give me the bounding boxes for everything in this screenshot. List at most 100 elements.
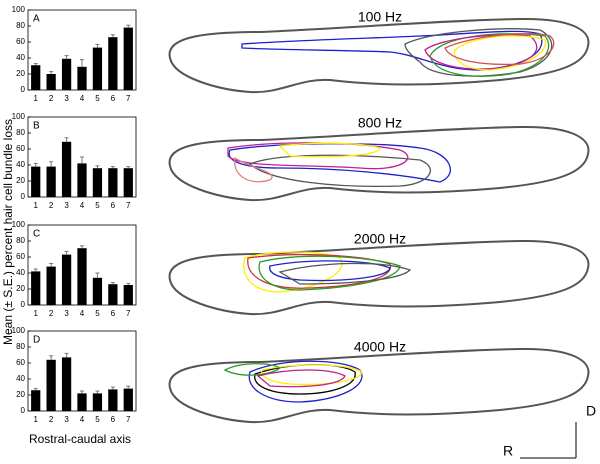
- x-tick-label: 1: [33, 309, 38, 318]
- bar: [92, 168, 103, 197]
- contour: [269, 260, 391, 282]
- y-axis-label: Mean (± S.E.) percent hair cell bundle l…: [1, 119, 15, 345]
- y-tick-label: 60: [16, 252, 25, 261]
- contour: [247, 253, 392, 289]
- dorsal-label: D: [586, 403, 596, 419]
- x-tick-label: 5: [95, 309, 100, 318]
- x-tick-label: 6: [111, 201, 116, 210]
- x-tick-label: 5: [95, 201, 100, 210]
- x-tick-label: 4: [80, 415, 85, 424]
- bar: [61, 141, 72, 197]
- contour: [278, 262, 412, 285]
- x-tick-label: 6: [111, 415, 116, 424]
- diagram-100hz: [168, 17, 590, 94]
- bar: [108, 168, 118, 197]
- bar: [92, 277, 103, 305]
- x-tick-label: 7: [126, 309, 131, 318]
- contour: [444, 32, 555, 66]
- y-tick-label: 20: [16, 176, 25, 185]
- bar: [77, 248, 87, 305]
- contour: [424, 34, 538, 70]
- diagram-title: 4000 Hz: [354, 339, 406, 355]
- y-tick-label: 60: [16, 37, 25, 46]
- panel-label: A: [33, 14, 40, 25]
- x-tick-label: 7: [126, 201, 131, 210]
- x-tick-label: 2: [49, 309, 54, 318]
- y-tick-label: 40: [16, 160, 25, 169]
- bar: [46, 166, 56, 197]
- diagram-2000hz: [168, 239, 590, 316]
- bar: [123, 285, 133, 305]
- contour: [228, 143, 452, 183]
- y-tick-label: 80: [16, 128, 25, 137]
- bar: [31, 65, 41, 90]
- x-tick-label: 5: [95, 94, 100, 103]
- bar: [108, 389, 118, 411]
- y-tick-label: 20: [16, 284, 25, 293]
- x-tick-label: 3: [64, 415, 69, 424]
- x-tick-label: 3: [64, 201, 69, 210]
- bar: [123, 27, 133, 91]
- y-tick-label: 100: [12, 220, 26, 229]
- y-tick-label: 100: [12, 112, 26, 121]
- x-tick-label: 6: [111, 309, 116, 318]
- x-tick-label: 2: [49, 201, 54, 210]
- y-tick-label: 80: [16, 21, 25, 30]
- y-tick-label: 100: [12, 326, 26, 335]
- panel-label: C: [33, 229, 40, 240]
- y-tick-label: 60: [16, 358, 25, 367]
- x-tick-label: 4: [80, 201, 85, 210]
- bar: [92, 47, 103, 90]
- contour: [243, 251, 343, 293]
- y-tick-label: 0: [21, 300, 26, 309]
- contour: [248, 154, 432, 187]
- contour: [256, 369, 346, 388]
- x-tick-label: 2: [49, 94, 54, 103]
- x-tick-label: 1: [33, 415, 38, 424]
- y-tick-label: 80: [16, 236, 25, 245]
- bar: [61, 58, 72, 90]
- y-tick-label: 0: [21, 406, 26, 415]
- bar: [77, 66, 87, 90]
- contour: [278, 142, 381, 158]
- y-tick-label: 0: [21, 192, 26, 201]
- outline: [168, 347, 590, 424]
- contour: [248, 360, 363, 403]
- bar: [46, 74, 56, 90]
- diagram-title: 2000 Hz: [354, 231, 406, 247]
- bar: [108, 284, 118, 305]
- y-tick-label: 40: [16, 374, 25, 383]
- y-tick-label: 100: [12, 5, 26, 14]
- x-tick-label: 7: [126, 415, 131, 424]
- bar: [31, 390, 41, 411]
- y-tick-label: 20: [16, 69, 25, 78]
- x-tick-label: 6: [111, 94, 116, 103]
- x-tick-label: 5: [95, 415, 100, 424]
- x-tick-label: 2: [49, 415, 54, 424]
- contour: [234, 156, 273, 183]
- y-tick-label: 0: [21, 85, 26, 94]
- x-tick-label: 1: [33, 201, 38, 210]
- contour: [453, 35, 546, 71]
- bar: [108, 37, 118, 90]
- bar: [61, 357, 72, 411]
- diagram-800hz: [168, 125, 590, 202]
- x-tick-label: 3: [64, 309, 69, 318]
- bar: [31, 166, 41, 197]
- contour: [241, 30, 543, 71]
- x-tick-label: 7: [126, 94, 131, 103]
- x-tick-label: 4: [80, 94, 85, 103]
- y-tick-label: 60: [16, 144, 25, 153]
- x-tick-label: 1: [33, 94, 38, 103]
- y-tick-label: 20: [16, 390, 25, 399]
- x-axis-label: Rostral-caudal axis: [29, 432, 131, 446]
- contour: [261, 364, 363, 386]
- diagram-4000hz: [168, 347, 590, 424]
- bar: [31, 271, 41, 305]
- x-tick-label: 3: [64, 94, 69, 103]
- panel-label: B: [33, 121, 40, 132]
- outline: [168, 17, 590, 94]
- panel-label: D: [33, 335, 40, 346]
- bar: [92, 393, 103, 411]
